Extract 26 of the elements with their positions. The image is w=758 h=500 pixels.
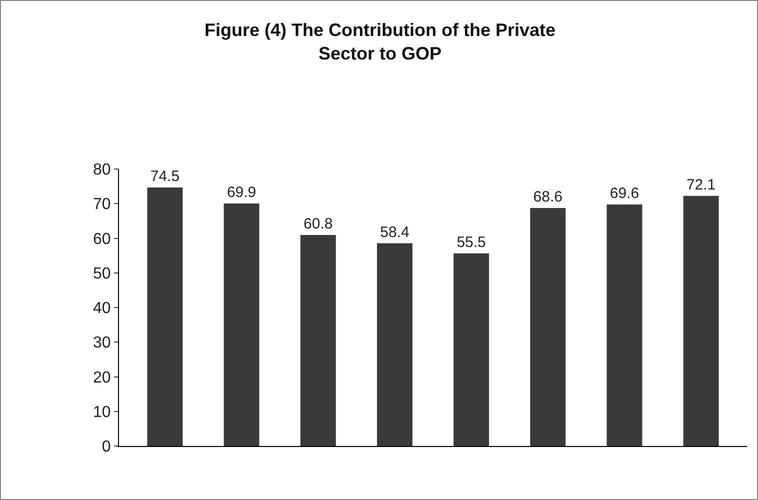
y-tick-label: 50 [93, 265, 111, 282]
y-tick-label: 30 [93, 334, 111, 352]
data-label: 60.8 [304, 215, 333, 232]
data-label: 74.5 [150, 168, 180, 186]
data-label: 55.5 [456, 234, 486, 251]
bar [683, 196, 719, 446]
bar [147, 188, 183, 446]
bar [530, 208, 566, 446]
y-tick-label: 0 [102, 438, 111, 456]
data-label: 58.4 [380, 224, 410, 241]
data-label: 72.1 [686, 176, 716, 194]
y-tick-label: 10 [93, 404, 111, 421]
y-tick-label: 20 [93, 369, 111, 386]
data-label: 68.6 [533, 188, 562, 206]
y-tick-label: 60 [93, 230, 111, 248]
bar [606, 204, 642, 446]
data-label: 69.6 [610, 185, 640, 202]
bar [454, 253, 490, 446]
bar [300, 234, 336, 446]
y-tick-label: 70 [93, 196, 111, 214]
bar [376, 243, 412, 446]
data-label: 69.9 [226, 184, 256, 201]
bar [224, 203, 260, 446]
y-tick-label: 40 [93, 300, 111, 318]
chart-title: Figure (4) The Contribution of the Private Sector to GOP [204, 20, 556, 64]
y-tick-label: 80 [93, 162, 111, 179]
